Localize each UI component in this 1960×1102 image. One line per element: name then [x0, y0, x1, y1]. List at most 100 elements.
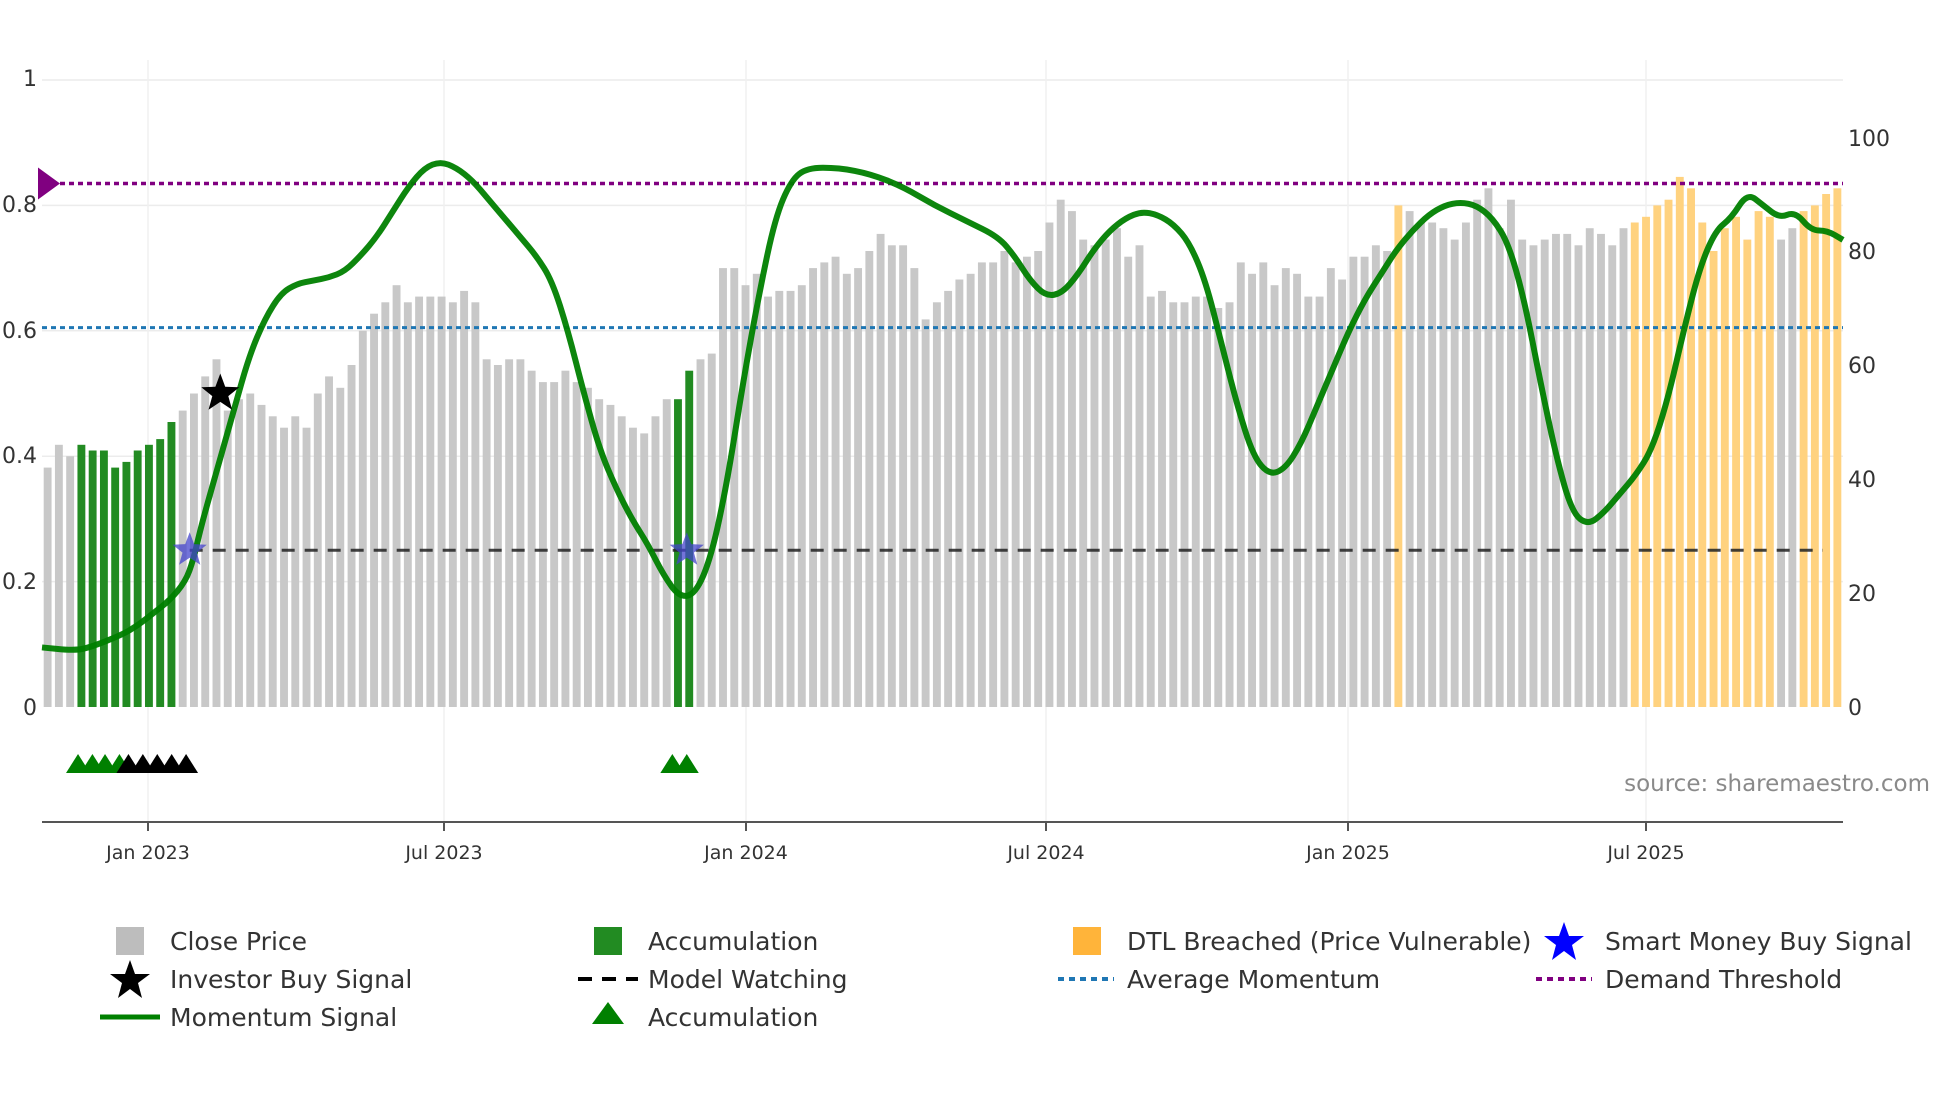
close-price-bar — [1236, 262, 1245, 707]
close-price-bar — [1079, 239, 1088, 707]
dtl-breached-bar — [1833, 188, 1842, 708]
accumulation-bar — [77, 444, 86, 707]
close-price-bar — [1450, 239, 1459, 707]
close-price-bar — [268, 416, 277, 707]
legend-label: DTL Breached (Price Vulnerable) — [1127, 927, 1531, 956]
close-price-bar — [1180, 302, 1189, 707]
close-price-bar — [482, 359, 491, 707]
close-price-bar — [291, 416, 300, 707]
dtl-breached-bar — [1698, 222, 1707, 707]
accumulation-bar — [156, 439, 165, 707]
close-price-bar — [854, 268, 863, 707]
close-price-bar — [572, 382, 581, 707]
legend-label: Accumulation — [648, 927, 818, 956]
momentum-signal-line — [41, 160, 1845, 653]
left-axis-tick-label: 0 — [23, 696, 37, 721]
blue-star-icon — [1544, 922, 1584, 960]
close-price-bar — [1146, 296, 1155, 707]
legend-label: Accumulation — [648, 1003, 818, 1032]
dtl-breached-bar — [1765, 216, 1774, 708]
close-price-bar — [66, 456, 75, 707]
close-price-bar — [1203, 296, 1211, 707]
close-price-bar — [505, 359, 514, 707]
reference-lines-layer — [38, 167, 1843, 552]
close-price-bar — [786, 290, 795, 707]
legend: Close Price Accumulation DTL Breached (P… — [100, 922, 1912, 1032]
close-price-bar — [1022, 256, 1031, 707]
right-axis-tick-label: 60 — [1848, 354, 1876, 379]
close-price-bar — [493, 365, 502, 707]
legend-label: Investor Buy Signal — [170, 965, 412, 994]
close-price-bar — [280, 427, 288, 707]
dtl-breached-bar — [1732, 216, 1741, 708]
accumulation-triangle-marker — [174, 754, 199, 773]
close-price-bar — [1090, 245, 1099, 708]
dtl-breached-bar — [1709, 251, 1718, 707]
close-price-bar — [1529, 245, 1538, 708]
close-price-bar — [797, 285, 806, 707]
close-price-bar — [876, 233, 885, 707]
right-axis-tick-label: 80 — [1848, 240, 1876, 265]
accumulation-bar — [88, 450, 97, 707]
close-price-bar — [1101, 239, 1110, 707]
close-price-bar — [1349, 256, 1358, 707]
dtl-breached-bar — [1799, 211, 1808, 707]
close-price-bar — [887, 245, 896, 708]
accumulation-bar — [133, 450, 142, 707]
right-axis-tick-label: 100 — [1848, 127, 1890, 152]
legend-label: Close Price — [170, 927, 307, 956]
close-price-bar — [741, 285, 750, 707]
left-axis-tick-label: 0.6 — [2, 319, 37, 344]
x-axis-tick-label: Jul 2023 — [404, 842, 482, 864]
accumulation-bar — [111, 467, 120, 707]
green-triangle-icon — [592, 1002, 624, 1024]
close-price-bar — [381, 302, 390, 707]
close-price-bar — [370, 313, 378, 707]
close-price-bar — [809, 268, 817, 707]
close-price-bar — [1597, 233, 1605, 707]
close-price-bar — [516, 359, 525, 707]
close-price-bar — [1045, 222, 1054, 707]
close-price-bar — [764, 296, 772, 707]
dtl-breached-bar — [1687, 188, 1695, 708]
momentum-layer — [41, 160, 1845, 653]
accumulation-bar — [99, 450, 108, 707]
close-price-bar — [932, 302, 941, 707]
dtl-breached-bar — [1754, 211, 1763, 707]
close-price-bar — [325, 376, 333, 707]
left-axis-tick-label: 0.4 — [2, 444, 37, 469]
close-price-bar — [1158, 290, 1166, 707]
grid-layer — [42, 60, 1843, 822]
demand-threshold-marker — [38, 167, 60, 200]
x-axis-tick-label: Jul 2024 — [1006, 842, 1084, 864]
close-price-bar — [977, 262, 986, 707]
dtl-breached-bar — [1394, 205, 1403, 707]
close-price-bar — [1585, 228, 1594, 707]
close-price-bar — [1563, 233, 1572, 707]
close-price-bar — [1000, 251, 1009, 707]
close-price-bar — [550, 382, 559, 707]
close-price-bar — [606, 404, 615, 707]
close-price-bar — [921, 319, 930, 707]
x-axis-tick-label: Jul 2025 — [1606, 842, 1684, 864]
close-price-bar — [1428, 222, 1437, 707]
accumulation-triangle-marker — [674, 754, 699, 773]
close-price-bar — [1540, 239, 1549, 707]
close-price-bar — [347, 365, 356, 707]
close-price-bar — [989, 262, 998, 707]
legend-icon-close-price — [116, 927, 144, 955]
close-price-bar — [415, 296, 424, 707]
accumulation-bar — [674, 399, 682, 707]
close-price-bar — [358, 330, 367, 707]
close-price-bar — [910, 268, 919, 707]
dtl-breached-bar — [1822, 194, 1831, 707]
close-price-bar — [955, 279, 964, 707]
close-price-bar — [629, 427, 637, 707]
right-axis-tick-label: 40 — [1848, 468, 1876, 493]
close-price-bar — [1473, 199, 1482, 707]
legend-icon-dtl-breached — [1073, 927, 1101, 955]
close-price-bar — [775, 290, 784, 707]
close-price-bar — [448, 302, 457, 707]
close-price-bar — [595, 399, 604, 707]
